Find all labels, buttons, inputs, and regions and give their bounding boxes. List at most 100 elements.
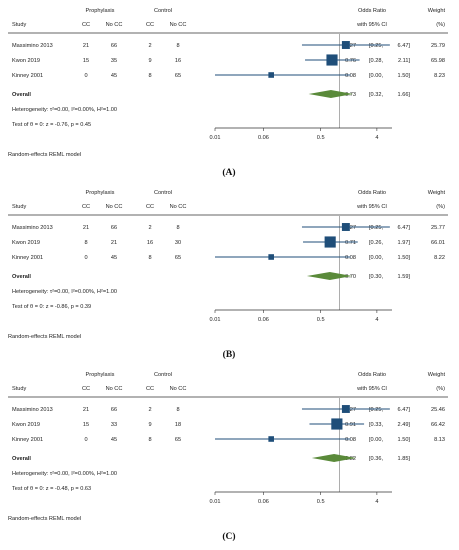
overall-label: Overall	[12, 456, 31, 462]
control-nocc-value: 18	[175, 422, 181, 428]
heterogeneity-text: Heterogeneity: τ²=0.00, I²=0.00%, H²=1.0…	[12, 289, 117, 295]
model-footer: Random-effects REML model	[8, 516, 81, 522]
prophylaxis-nocc-value: 45	[111, 437, 117, 443]
study-header: Study	[12, 386, 27, 392]
ci-lower-value: [0.25,	[369, 407, 383, 413]
overall-label: Overall	[12, 274, 31, 280]
x-tick-label: 0.01	[210, 499, 221, 505]
study-name: Kinney 2001	[12, 437, 43, 443]
panel-label: (C)	[222, 531, 235, 542]
or-ci-header: with 95% CI	[356, 22, 387, 28]
or-value: 1.27	[345, 225, 356, 231]
or-value: 0.71	[345, 240, 356, 246]
overall-or-value: 0.73	[345, 92, 356, 98]
control-cc-value: 8	[148, 73, 151, 79]
prophylaxis-cc-value: 21	[83, 225, 89, 231]
overall-test-text: Test of θ = 0: z = -0.76, p = 0.45	[12, 122, 91, 128]
weight-value: 8.22	[434, 255, 445, 261]
overall-ci-lower: [0.30,	[369, 274, 383, 280]
study-square	[326, 54, 338, 66]
prophylaxis-cc-value: 0	[84, 255, 87, 261]
or-header: Odds Ratio	[358, 372, 386, 378]
forest-panel-2: Prophylaxis Control Study CC No CC CC No CC Odd…	[8, 190, 448, 360]
prophylaxis-nocc-header: No CC	[106, 22, 123, 28]
prophylaxis-header: Prophylaxis	[86, 8, 115, 14]
study-name: Massimino 2013	[12, 407, 53, 413]
prophylaxis-cc-value: 15	[83, 422, 89, 428]
x-tick-label: 0.5	[317, 317, 325, 323]
overall-test-text: Test of θ = 0: z = -0.86, p = 0.39	[12, 304, 91, 310]
or-value: 1.27	[345, 43, 356, 49]
study-name: Massimino 2013	[12, 43, 53, 49]
x-tick-label: 0.01	[210, 135, 221, 141]
ci-lower-value: [0.00,	[369, 255, 383, 261]
or-value: 0.76	[345, 58, 356, 64]
control-header: Control	[154, 8, 172, 14]
control-cc-value: 8	[148, 437, 151, 443]
ci-lower-value: [0.33,	[369, 422, 383, 428]
control-nocc-value: 8	[176, 407, 179, 413]
prophylaxis-nocc-value: 45	[111, 73, 117, 79]
study-square	[268, 436, 274, 442]
ci-upper-value: 2.49]	[398, 422, 411, 428]
overall-ci-lower: [0.36,	[369, 456, 383, 462]
or-value: 0.08	[345, 437, 356, 443]
study-name: Massimino 2013	[12, 225, 53, 231]
heterogeneity-text: Heterogeneity: τ²=0.00, I²=0.00%, H²=1.0…	[12, 107, 117, 113]
prophylaxis-nocc-value: 66	[111, 407, 117, 413]
x-tick-label: 0.06	[258, 499, 269, 505]
study-header: Study	[12, 204, 27, 210]
ci-upper-value: 2.11]	[398, 58, 410, 64]
weight-header: Weight	[428, 190, 446, 196]
ci-upper-value: 1.50]	[398, 437, 411, 443]
prophylaxis-nocc-value: 66	[111, 225, 117, 231]
control-nocc-header: No CC	[170, 204, 187, 210]
overall-or-value: 0.82	[345, 456, 356, 462]
study-square	[324, 236, 336, 248]
control-nocc-value: 8	[176, 43, 179, 49]
x-tick-label: 4	[375, 135, 378, 141]
x-tick-label: 4	[375, 317, 378, 323]
control-cc-header: CC	[146, 22, 154, 28]
or-value: 0.08	[345, 73, 356, 79]
overall-or-value: 0.70	[345, 274, 356, 280]
control-cc-value: 2	[148, 407, 151, 413]
study-name: Kwon 2019	[12, 422, 40, 428]
study-square	[268, 72, 274, 78]
study-square	[341, 223, 350, 231]
weight-value: 25.46	[431, 407, 445, 413]
control-nocc-value: 16	[175, 58, 181, 64]
prophylaxis-cc-header: CC	[82, 386, 90, 392]
control-cc-value: 2	[148, 43, 151, 49]
control-nocc-value: 65	[175, 73, 181, 79]
ci-upper-value: 6.47]	[398, 43, 411, 49]
or-header: Odds Ratio	[358, 8, 386, 14]
study-square	[341, 405, 350, 413]
or-value: 0.08	[345, 255, 356, 261]
control-header: Control	[154, 190, 172, 196]
prophylaxis-cc-value: 21	[83, 43, 89, 49]
ci-lower-value: [0.28,	[369, 58, 383, 64]
ci-lower-value: [0.00,	[369, 437, 383, 443]
overall-diamond	[306, 272, 352, 280]
control-cc-value: 16	[147, 240, 153, 246]
overall-diamond	[308, 90, 354, 98]
control-nocc-header: No CC	[170, 22, 187, 28]
prophylaxis-cc-value: 0	[84, 73, 87, 79]
weight-value: 65.98	[431, 58, 445, 64]
prophylaxis-cc-header: CC	[82, 204, 90, 210]
x-tick-label: 0.01	[210, 317, 221, 323]
study-name: Kwon 2019	[12, 240, 40, 246]
x-tick-label: 0.5	[317, 135, 325, 141]
control-cc-value: 8	[148, 255, 151, 261]
ci-lower-value: [0.25,	[369, 225, 383, 231]
ci-upper-value: 6.47]	[398, 225, 411, 231]
control-nocc-value: 8	[176, 225, 179, 231]
weight-value: 25.79	[431, 43, 445, 49]
ci-upper-value: 1.50]	[398, 255, 411, 261]
overall-ci-upper: 1.85]	[398, 456, 411, 462]
prophylaxis-nocc-value: 35	[111, 58, 117, 64]
overall-ci-upper: 1.66]	[398, 92, 411, 98]
weight-value: 66.01	[431, 240, 445, 246]
